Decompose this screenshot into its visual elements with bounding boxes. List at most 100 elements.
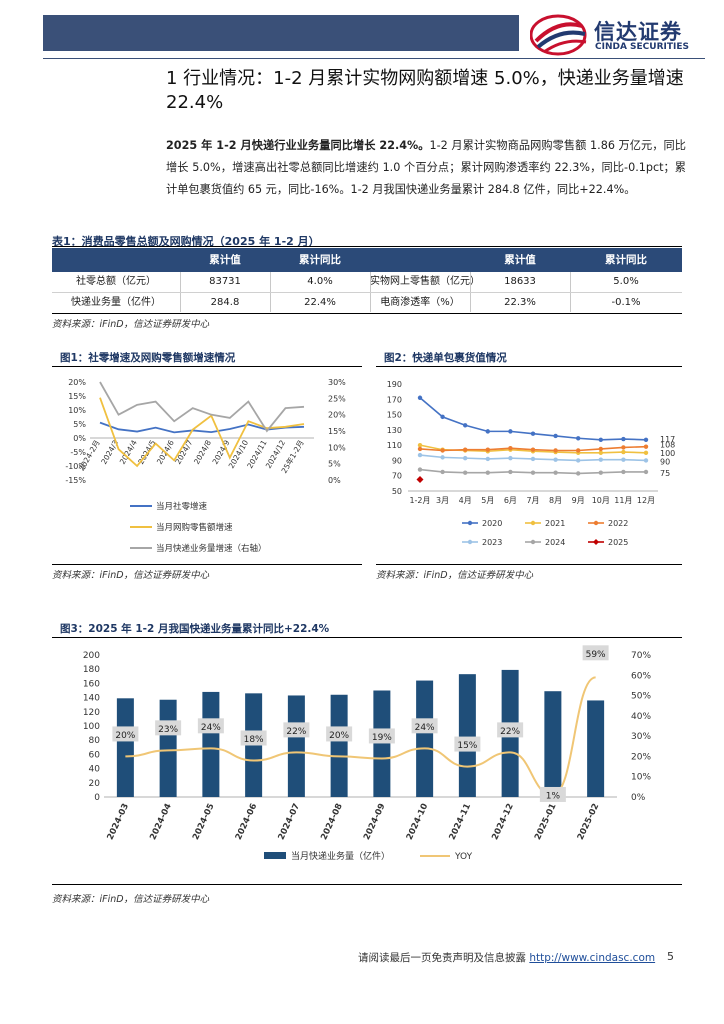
- end-value-label: 75: [660, 469, 670, 478]
- footer-link[interactable]: http://www.cindasc.com: [529, 952, 656, 964]
- y-tick-label: 50: [392, 487, 402, 496]
- footer-disclaimer: 请阅读最后一页免责声明及信息披露 http://www.cindasc.com: [358, 950, 655, 965]
- data-label-box: [326, 726, 353, 742]
- y-right-tick-label: 0%: [631, 793, 646, 803]
- series-point: [643, 444, 649, 449]
- series-point: [485, 429, 490, 434]
- x-tick-label: 1-2月: [409, 496, 430, 505]
- data-label-box: [411, 718, 438, 734]
- y-right-tick-label: 10%: [328, 443, 346, 452]
- fig1-chart: 20% 15% 10% 5% 0% -5% -10% -15% 30% 25% 20% 15% 10% 5…: [65, 378, 346, 554]
- data-label: 23%: [158, 725, 178, 735]
- legend-label: 当月网购零售额增速: [156, 522, 233, 533]
- table1-cell: 22.4%: [304, 297, 336, 308]
- table1-cell: 社零总额（亿元）: [76, 276, 156, 287]
- data-label: 24%: [201, 723, 221, 733]
- series-point: [576, 448, 581, 453]
- table1-header-row: [52, 248, 682, 272]
- series-point: [643, 469, 649, 475]
- fig2-chart: 190 170 150 130 110 90 70 50 1-2月 3月 4月 5月 6月 7月 8月 9月 1…: [387, 380, 676, 547]
- series-point: [530, 447, 536, 452]
- y-right-tick-label: 0%: [328, 476, 341, 485]
- header-divider: [43, 58, 705, 59]
- table1-cell: 18633: [504, 276, 536, 287]
- fig3-title: 图3：2025 年 1-2 月我国快递业务量累计同比+22.4%: [60, 623, 330, 635]
- legend-marker: [530, 520, 536, 526]
- fig1-title: 图1：社零增速及网购零售额增速情况: [60, 352, 236, 364]
- data-label-box: [240, 730, 267, 746]
- data-label: 59%: [586, 650, 606, 660]
- series-point: [417, 442, 423, 448]
- y-left-tick-label: 120: [83, 708, 100, 718]
- data-label-box: [197, 718, 224, 734]
- series-point: [417, 395, 423, 400]
- series-point: [553, 433, 558, 439]
- fig2-title: 图2：快递单包裹货值情况: [384, 352, 507, 364]
- y-left-tick-label: -15%: [65, 476, 86, 485]
- x-tick-label: 2024-04: [148, 802, 174, 842]
- data-label-box: [368, 728, 395, 744]
- data-label: 19%: [372, 733, 392, 743]
- y-right-tick-label: 70%: [631, 651, 651, 661]
- series-point: [530, 431, 536, 436]
- data-label: 20%: [115, 731, 135, 741]
- table1-header-cell: 累计值: [504, 254, 536, 266]
- x-tick-label: 2024-05: [191, 802, 217, 842]
- y-left-tick-label: 180: [83, 665, 100, 675]
- yoy-line: [125, 676, 596, 796]
- series-point: [417, 446, 423, 452]
- y-left-tick-label: 200: [83, 651, 100, 661]
- fig3-chart: 20018016014012010080604020070%60%50%40%3…: [83, 645, 651, 862]
- table1-cell: 电商渗透率（%）: [380, 297, 460, 308]
- fig3-top-rule: [52, 637, 682, 638]
- table1-cell: 284.8: [210, 297, 240, 308]
- legend-label: 当月快递业务量增速（右轴）: [156, 543, 267, 554]
- y-right-tick-label: 10%: [631, 773, 651, 783]
- y-left-tick-label: 160: [83, 679, 100, 689]
- y-left-tick-label: 5%: [73, 420, 86, 429]
- bar: [330, 694, 348, 797]
- y-tick-label: 170: [387, 395, 402, 404]
- data-label: 24%: [415, 723, 435, 733]
- table1-cell: -0.1%: [611, 297, 641, 308]
- table1-top-rule: [52, 246, 682, 247]
- x-tick-label: 11月: [614, 496, 632, 505]
- series-point: [463, 470, 468, 475]
- y-left-tick-label: 20%: [68, 378, 86, 387]
- y-right-tick-label: 40%: [631, 712, 651, 722]
- legend-label: 2023: [482, 538, 502, 547]
- bar: [544, 691, 562, 797]
- y-left-tick-label: 15%: [68, 392, 86, 401]
- x-tick-label: 2025-01: [533, 802, 559, 842]
- series-point: [530, 456, 536, 462]
- bar: [159, 699, 177, 797]
- series-point: [485, 447, 490, 452]
- x-tick-label: 7月: [526, 496, 539, 505]
- series-point: [643, 437, 649, 442]
- series-point: [553, 457, 558, 462]
- y-left-tick-label: 40: [89, 765, 101, 775]
- bar: [287, 695, 305, 797]
- series-point: [508, 446, 513, 451]
- series-point: [485, 470, 490, 475]
- series-point: [598, 437, 603, 442]
- data-label: 22%: [500, 727, 520, 737]
- end-value-label: 90: [660, 457, 670, 466]
- x-tick-label: 2024-10: [405, 802, 431, 842]
- series-point: [621, 457, 626, 462]
- series-point: [598, 450, 603, 455]
- table1-cell: 5.0%: [613, 276, 639, 287]
- page-number: 5: [667, 950, 674, 963]
- x-tick-label: 2024-07: [277, 802, 303, 842]
- brand-name-en: CINDA SECURITIES: [595, 42, 689, 52]
- table1-bottom-rule: [52, 313, 682, 314]
- y-tick-label: 70: [392, 472, 402, 481]
- data-label-box: [112, 726, 139, 742]
- series-point: [440, 414, 445, 420]
- data-label-box: [155, 720, 182, 736]
- bar: [373, 690, 391, 797]
- y-left-tick-label: -5%: [70, 448, 86, 457]
- legend-label: 2022: [608, 519, 628, 528]
- series-point: [463, 447, 468, 452]
- series-point: [417, 452, 423, 458]
